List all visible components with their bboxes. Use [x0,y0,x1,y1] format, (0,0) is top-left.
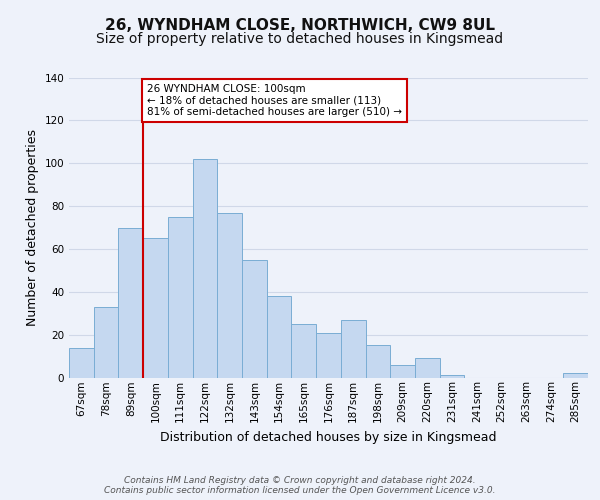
Bar [365,346,390,378]
Y-axis label: Number of detached properties: Number of detached properties [26,129,39,326]
Bar [94,307,118,378]
Text: 26, WYNDHAM CLOSE, NORTHWICH, CW9 8UL: 26, WYNDHAM CLOSE, NORTHWICH, CW9 8UL [105,18,495,32]
Bar [292,324,316,378]
Bar [118,228,143,378]
Bar [143,238,168,378]
Text: Contains HM Land Registry data © Crown copyright and database right 2024.
Contai: Contains HM Land Registry data © Crown c… [104,476,496,495]
Bar [390,364,415,378]
Text: 26 WYNDHAM CLOSE: 100sqm
← 18% of detached houses are smaller (113)
81% of semi-: 26 WYNDHAM CLOSE: 100sqm ← 18% of detach… [147,84,402,117]
Bar [341,320,365,378]
Bar [69,348,94,378]
Bar [267,296,292,378]
Bar [415,358,440,378]
Bar [217,212,242,378]
Bar [563,373,588,378]
Bar [316,332,341,378]
X-axis label: Distribution of detached houses by size in Kingsmead: Distribution of detached houses by size … [160,430,497,444]
Text: Size of property relative to detached houses in Kingsmead: Size of property relative to detached ho… [97,32,503,46]
Bar [440,376,464,378]
Bar [193,159,217,378]
Bar [242,260,267,378]
Bar [168,217,193,378]
